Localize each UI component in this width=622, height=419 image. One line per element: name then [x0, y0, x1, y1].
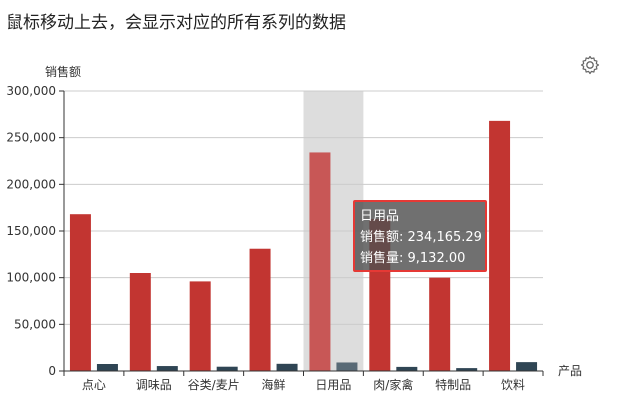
bar-sales[interactable]: [189, 281, 211, 371]
bar-quantity[interactable]: [516, 362, 538, 371]
y-axis-label: 销售额: [45, 64, 81, 79]
bar-sales[interactable]: [69, 214, 91, 371]
y-tick-label: 50,000: [14, 317, 56, 331]
y-tick-label: 150,000: [6, 224, 56, 238]
x-axis-label: 产品: [558, 364, 582, 378]
y-tick-label: 0: [48, 364, 56, 378]
y-tick-label: 200,000: [6, 177, 56, 191]
x-tick-label: 谷类/麦片: [188, 378, 240, 392]
x-tick-label: 海鲜: [262, 377, 286, 392]
bar-sales[interactable]: [129, 273, 151, 371]
bar-quantity[interactable]: [396, 366, 418, 371]
tooltip-sales: 销售额: 234,165.29: [360, 230, 482, 245]
bar-sales[interactable]: [249, 248, 271, 371]
x-tick-label: 点心: [82, 378, 106, 392]
bar-quantity[interactable]: [276, 363, 298, 371]
bar-sales[interactable]: [489, 120, 511, 371]
bar-sales[interactable]: [309, 152, 331, 371]
tooltip: 日用品 销售额: 234,165.29 销售量: 9,132.00: [353, 200, 487, 272]
bar-quantity[interactable]: [216, 366, 238, 371]
bar-sales[interactable]: [429, 277, 451, 371]
bar-quantity[interactable]: [96, 364, 118, 371]
x-tick-label: 调味品: [136, 378, 172, 392]
x-tick-label: 肉/家禽: [373, 377, 413, 392]
tooltip-category: 日用品: [360, 209, 400, 224]
y-tick-label: 100,000: [6, 271, 56, 285]
page-title: 鼠标移动上去，会显示对应的所有系列的数据: [6, 13, 346, 33]
axes: 0 50,000 100,000 150,000 200,000 250,000 300,0…: [6, 84, 544, 392]
x-tick-label: 日用品: [315, 378, 351, 392]
bar-quantity[interactable]: [456, 368, 478, 371]
gear-icon[interactable]: [580, 55, 600, 75]
bar-quantity[interactable]: [156, 366, 178, 371]
tooltip-quantity: 销售量: 9,132.00: [360, 251, 466, 266]
y-tick-label: 300,000: [6, 84, 56, 98]
bar-quantity[interactable]: [336, 362, 358, 371]
x-tick-label: 特制品: [435, 377, 471, 392]
x-tick-label: 饮料: [501, 378, 525, 392]
y-tick-label: 250,000: [6, 131, 56, 145]
